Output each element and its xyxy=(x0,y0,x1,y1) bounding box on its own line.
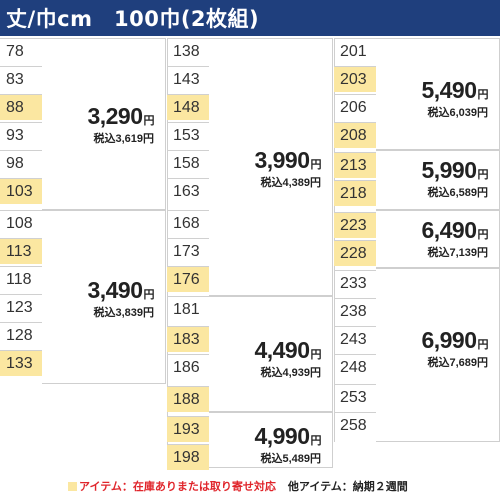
length-cell-highlighted: 148 xyxy=(167,94,209,120)
length-cell: 248 xyxy=(334,354,376,380)
price-value: 4,990 xyxy=(254,423,310,449)
price-block: 3,490円 税込3,839円 xyxy=(50,278,154,319)
tax-included-price: 税込6,039円 xyxy=(427,107,488,119)
tax-included-price: 税込3,619円 xyxy=(93,133,154,145)
length-cell: 118 xyxy=(0,266,42,292)
tax-included-price: 税込5,489円 xyxy=(260,453,321,465)
length-cell: 238 xyxy=(334,298,376,324)
price-block: 6,990円 税込7,689円 xyxy=(384,328,488,369)
length-cell: 173 xyxy=(167,238,209,264)
length-cell-highlighted: 218 xyxy=(334,180,376,206)
length-cell: 243 xyxy=(334,326,376,352)
tax-included-price: 税込7,139円 xyxy=(427,247,488,259)
length-cell-highlighted: 193 xyxy=(167,416,209,442)
length-cell-highlighted: 228 xyxy=(334,240,376,266)
length-cell: 83 xyxy=(0,66,42,92)
tax-included-price: 税込4,389円 xyxy=(260,177,321,189)
length-cell: 181 xyxy=(167,296,209,322)
length-cell: 233 xyxy=(334,270,376,296)
length-cell: 186 xyxy=(167,354,209,380)
length-column-2: 138 143 148 153 158 163 168 173 176 181 … xyxy=(167,38,334,470)
length-cell: 201 xyxy=(334,38,376,64)
price-value: 6,490 xyxy=(421,217,477,243)
length-cell-highlighted: 198 xyxy=(167,444,209,470)
price-value: 3,490 xyxy=(87,277,143,303)
price-value: 4,490 xyxy=(254,337,310,363)
tax-included-price: 税込7,689円 xyxy=(427,357,488,369)
price-value: 3,990 xyxy=(254,147,310,173)
highlight-swatch xyxy=(68,481,77,491)
header-title: 丈/巾cm 100巾(2枚組) xyxy=(6,7,260,31)
length-cell: 143 xyxy=(167,66,209,92)
price-block: 5,490円 税込6,039円 xyxy=(384,78,488,119)
length-cell: 258 xyxy=(334,412,376,438)
length-cell: 108 xyxy=(0,210,42,236)
price-value: 5,490 xyxy=(421,77,477,103)
price-value: 3,290 xyxy=(87,103,143,129)
length-cell: 206 xyxy=(334,94,376,120)
price-value: 6,990 xyxy=(421,327,477,353)
in-stock-note: アイテム：在庫ありまたは取り寄せ対応 xyxy=(79,480,276,493)
length-cell: 98 xyxy=(0,150,42,176)
length-column-3: 201 203 206 208 213 218 223 228 233 238 … xyxy=(334,38,500,442)
length-cell-highlighted: 176 xyxy=(167,266,209,292)
length-cell-highlighted: 213 xyxy=(334,152,376,178)
length-cell-highlighted: 188 xyxy=(167,386,209,412)
price-block: 4,990円 税込5,489円 xyxy=(217,424,321,465)
length-cell-highlighted: 203 xyxy=(334,66,376,92)
length-cell: 163 xyxy=(167,178,209,204)
length-cell-highlighted: 223 xyxy=(334,212,376,238)
price-block: 6,490円 税込7,139円 xyxy=(384,218,488,259)
availability-legend: アイテム：在庫ありまたは取り寄せ対応 他アイテム：納期２週間 xyxy=(0,476,500,496)
length-cell: 128 xyxy=(0,322,42,348)
price-block: 3,990円 税込4,389円 xyxy=(217,148,321,189)
length-cell: 168 xyxy=(167,210,209,236)
length-cell: 153 xyxy=(167,122,209,148)
price-value: 5,990 xyxy=(421,157,477,183)
length-cell: 93 xyxy=(0,122,42,148)
tax-included-price: 税込4,939円 xyxy=(260,367,321,379)
size-table-header: 丈/巾cm 100巾(2枚組) xyxy=(0,0,500,36)
price-block: 4,490円 税込4,939円 xyxy=(217,338,321,379)
length-cell-highlighted: 103 xyxy=(0,178,42,204)
tax-included-price: 税込3,839円 xyxy=(93,307,154,319)
length-cell-highlighted: 113 xyxy=(0,238,42,264)
length-cell: 123 xyxy=(0,294,42,320)
length-cell-highlighted: 133 xyxy=(0,350,42,376)
length-cell-highlighted: 88 xyxy=(0,94,42,120)
length-cell-highlighted: 183 xyxy=(167,326,209,352)
length-cell: 138 xyxy=(167,38,209,64)
price-block: 5,990円 税込6,589円 xyxy=(384,158,488,199)
tax-included-price: 税込6,589円 xyxy=(427,187,488,199)
delivery-note: 他アイテム：納期２週間 xyxy=(287,480,408,493)
length-cell: 158 xyxy=(167,150,209,176)
length-cell-highlighted: 208 xyxy=(334,122,376,148)
length-cell: 78 xyxy=(0,38,42,64)
length-cell: 253 xyxy=(334,384,376,410)
length-column-1: 78 83 88 93 98 103 108 113 118 123 128 1… xyxy=(0,38,167,384)
price-block: 3,290円 税込3,619円 xyxy=(50,104,154,145)
